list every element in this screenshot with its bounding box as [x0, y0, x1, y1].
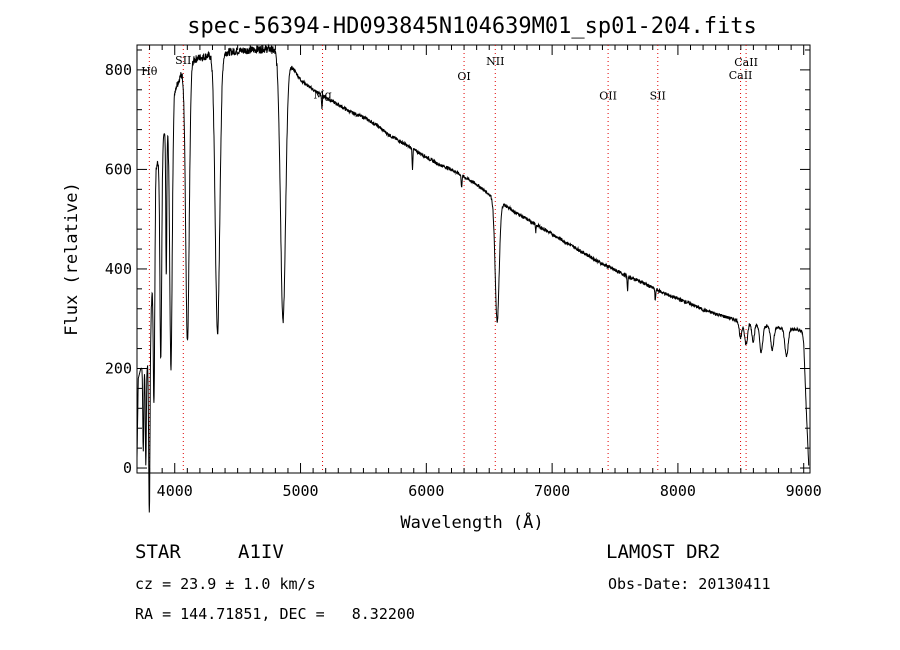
spectrum-line — [136, 43, 810, 513]
y-tick-label: 400 — [105, 260, 132, 278]
x-axis-ticks: 4000 5000 6000 7000 8000 9000 — [149, 45, 822, 500]
x-tick-label: 8000 — [660, 482, 696, 500]
line-markers — [148, 45, 747, 473]
marker-label-1: SII — [175, 54, 191, 67]
marker-label-0: Hθ — [141, 65, 158, 78]
y-tick-label: 0 — [123, 459, 132, 477]
marker-label-7: CaII — [729, 69, 753, 82]
y-tick-label: 600 — [105, 160, 132, 178]
x-tick-label: 7000 — [534, 482, 570, 500]
survey-name: LAMOST DR2 — [606, 541, 721, 563]
x-tick-label: 9000 — [786, 482, 822, 500]
y-axis-ticks: 0 200 400 600 800 — [105, 49, 810, 477]
x-tick-label: 6000 — [408, 482, 444, 500]
marker-label-6: SII — [650, 90, 666, 103]
chart-title: spec-56394-HD093845N104639M01_sp01-204.f… — [187, 14, 757, 39]
x-tick-label: 4000 — [157, 482, 193, 500]
y-axis-label: Flux (relative) — [62, 182, 82, 336]
y-tick-label: 800 — [105, 61, 132, 79]
plot-frame — [136, 44, 811, 474]
x-axis-label: Wavelength (Å) — [400, 511, 543, 533]
x-tick-label: 5000 — [282, 482, 318, 500]
marker-label-3: OI — [457, 70, 470, 83]
marker-label-5: OII — [599, 90, 617, 103]
obs-date: Obs-Date: 20130411 — [608, 575, 771, 593]
coordinates: RA = 144.71851, DEC = 8.32200 — [135, 605, 415, 623]
marker-label-4: NII — [486, 55, 504, 68]
object-class: STAR — [135, 541, 181, 563]
object-subclass: A1IV — [238, 541, 284, 563]
marker-label-8: CaII — [734, 56, 758, 69]
y-tick-label: 200 — [105, 359, 132, 377]
redshift-info: cz = 23.9 ± 1.0 km/s — [135, 575, 316, 593]
